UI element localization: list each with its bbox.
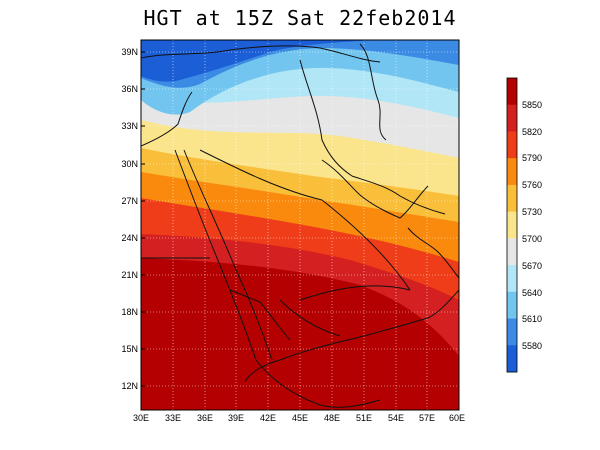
saudi-borders <box>199 149 411 301</box>
map-title: HGT at 15Z Sat 22feb2014 <box>143 6 457 30</box>
colorbar-swatch <box>507 345 517 373</box>
map-frame <box>140 39 460 411</box>
lat-label: 27N <box>121 196 138 206</box>
lat-label: 12N <box>121 381 138 391</box>
colorbar <box>507 78 517 373</box>
lon-label: 30E <box>133 413 149 423</box>
colorbar-label: 5790 <box>522 153 542 163</box>
arabia-south-coast <box>244 317 429 383</box>
yemen-border <box>279 299 341 337</box>
colorbar-label: 5670 <box>522 261 542 271</box>
colorbar-swatch <box>507 104 517 132</box>
colorbar-swatch <box>507 78 517 106</box>
lon-label: 36E <box>197 413 213 423</box>
colorbar-swatch <box>507 131 517 159</box>
colorbar-swatch <box>507 265 517 293</box>
lat-ticks <box>141 51 145 387</box>
lon-labels: 30E 33E 36E 39E 42E 45E 48E 51E 54E 57E … <box>133 413 465 423</box>
lat-label: 39N <box>121 47 138 57</box>
colorbar-swatch <box>507 238 517 266</box>
lat-label: 15N <box>121 344 138 354</box>
turkey-coast <box>141 45 381 63</box>
lat-label: 24N <box>121 233 138 243</box>
band-below-5580 <box>141 40 380 82</box>
colorbar-swatch <box>507 211 517 239</box>
oman-coast <box>407 227 459 319</box>
contour-bands <box>141 40 459 410</box>
caspian-sea <box>359 43 387 141</box>
lon-label: 42E <box>260 413 276 423</box>
lon-label: 51E <box>356 413 372 423</box>
lat-label: 30N <box>121 159 138 169</box>
colorbar-swatch <box>507 184 517 212</box>
colorbar-frame <box>506 77 518 373</box>
grid-lines <box>141 40 459 410</box>
lat-label: 33N <box>121 121 138 131</box>
colorbar-label: 5730 <box>522 207 542 217</box>
lon-label: 48E <box>324 413 340 423</box>
colorbar-label: 5610 <box>522 314 542 324</box>
colorbar-label: 5850 <box>522 100 542 110</box>
lat-labels: 39N 36N 33N 30N 27N 24N 21N 18N 15N 12N <box>121 47 138 391</box>
colorbar-swatch <box>507 158 517 186</box>
colorbar-swatch <box>507 318 517 346</box>
horn-africa <box>255 359 381 408</box>
colorbar-label: 5640 <box>522 288 542 298</box>
lon-label: 54E <box>388 413 404 423</box>
colorbar-label: 5580 <box>522 341 542 351</box>
lon-label: 45E <box>292 413 308 423</box>
lon-label: 33E <box>165 413 181 423</box>
lon-label: 57E <box>419 413 435 423</box>
colorbar-label: 5700 <box>522 234 542 244</box>
lon-label: 39E <box>228 413 244 423</box>
lat-label: 18N <box>121 307 138 317</box>
red-sea-west <box>174 149 257 361</box>
lat-label: 21N <box>121 270 138 280</box>
levant-coast <box>141 91 193 147</box>
colorbar-label: 5760 <box>522 180 542 190</box>
colorbar-swatch <box>507 291 517 319</box>
border-iraq-iran <box>299 59 353 177</box>
coastlines-borders <box>141 43 459 408</box>
lon-label: 60E <box>449 413 465 423</box>
nile-border <box>141 257 291 341</box>
lat-label: 36N <box>121 84 138 94</box>
colorbar-label: 5820 <box>522 127 542 137</box>
red-sea-east <box>183 149 273 361</box>
gulf-north-shore <box>351 175 446 215</box>
colorbar-labels: 5850 5820 5790 5760 5730 5700 5670 5640 … <box>522 100 542 351</box>
